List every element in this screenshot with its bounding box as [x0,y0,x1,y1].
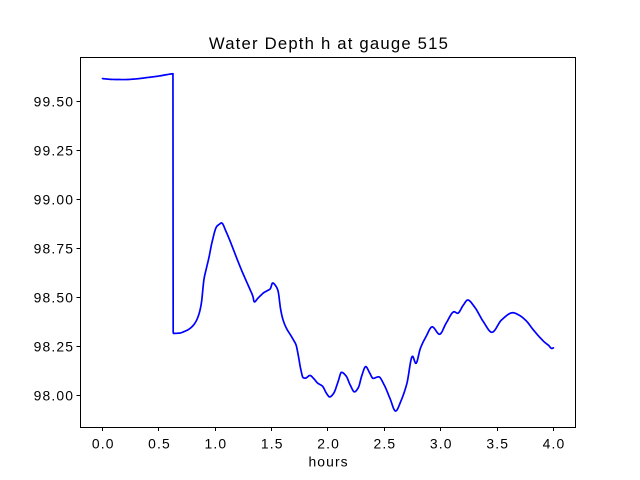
svg-text:2.5: 2.5 [374,435,397,451]
svg-text:98.75: 98.75 [34,240,75,256]
svg-text:99.50: 99.50 [34,93,75,109]
svg-text:99.25: 99.25 [34,142,75,158]
svg-text:98.25: 98.25 [34,338,75,354]
svg-text:0.0: 0.0 [92,435,115,451]
svg-text:1.0: 1.0 [205,435,228,451]
svg-text:98.50: 98.50 [34,289,75,305]
svg-text:0.5: 0.5 [148,435,171,451]
svg-text:4.0: 4.0 [543,435,566,451]
svg-text:3.5: 3.5 [486,435,509,451]
svg-text:3.0: 3.0 [430,435,453,451]
svg-text:Water Depth h at gauge 515: Water Depth h at gauge 515 [209,34,449,53]
svg-text:2.0: 2.0 [317,435,340,451]
svg-text:hours: hours [308,454,348,470]
svg-text:1.5: 1.5 [261,435,284,451]
svg-text:99.00: 99.00 [34,191,75,207]
svg-text:98.00: 98.00 [34,387,75,403]
